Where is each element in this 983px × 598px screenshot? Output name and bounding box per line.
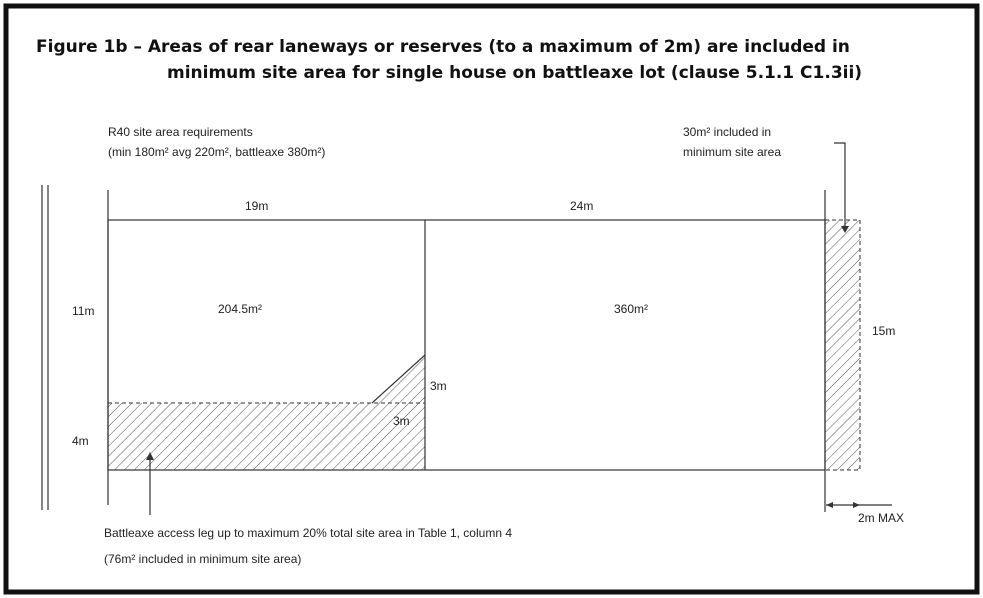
- label: R40 site area requirements: [108, 125, 253, 139]
- label: Battleaxe access leg up to maximum 20% t…: [104, 526, 512, 540]
- title: minimum site area for single house on ba…: [167, 63, 862, 83]
- access-leg: [108, 355, 425, 470]
- pointer: [834, 142, 846, 228]
- dimension: 3m: [430, 379, 447, 393]
- arrowhead: [841, 226, 849, 233]
- dimension: 24m: [570, 199, 593, 213]
- arrowhead: [826, 502, 833, 508]
- dimension: 15m: [872, 324, 895, 338]
- splay: [371, 354, 426, 404]
- area: 360m²: [614, 302, 648, 316]
- arrowhead: [146, 452, 154, 460]
- lot: [107, 219, 826, 471]
- label: minimum site area: [683, 145, 781, 159]
- dimension: 4m: [72, 434, 89, 448]
- dimension: 19m: [245, 199, 268, 213]
- reserve: [824, 219, 861, 471]
- dimension: 11m: [72, 304, 94, 318]
- dimension: 3m: [393, 414, 410, 428]
- frame: [3, 3, 980, 595]
- label: (min 180m² avg 220m², battleaxe 380m²): [108, 145, 325, 159]
- label: (76m² included in minimum site area): [104, 552, 301, 566]
- arrowhead: [853, 502, 860, 508]
- area: 204.5m²: [218, 302, 262, 316]
- dimension: 2m MAX: [858, 511, 904, 525]
- title: Figure 1b – Areas of rear laneways or re…: [36, 37, 850, 57]
- label: 30m² included in: [683, 125, 771, 139]
